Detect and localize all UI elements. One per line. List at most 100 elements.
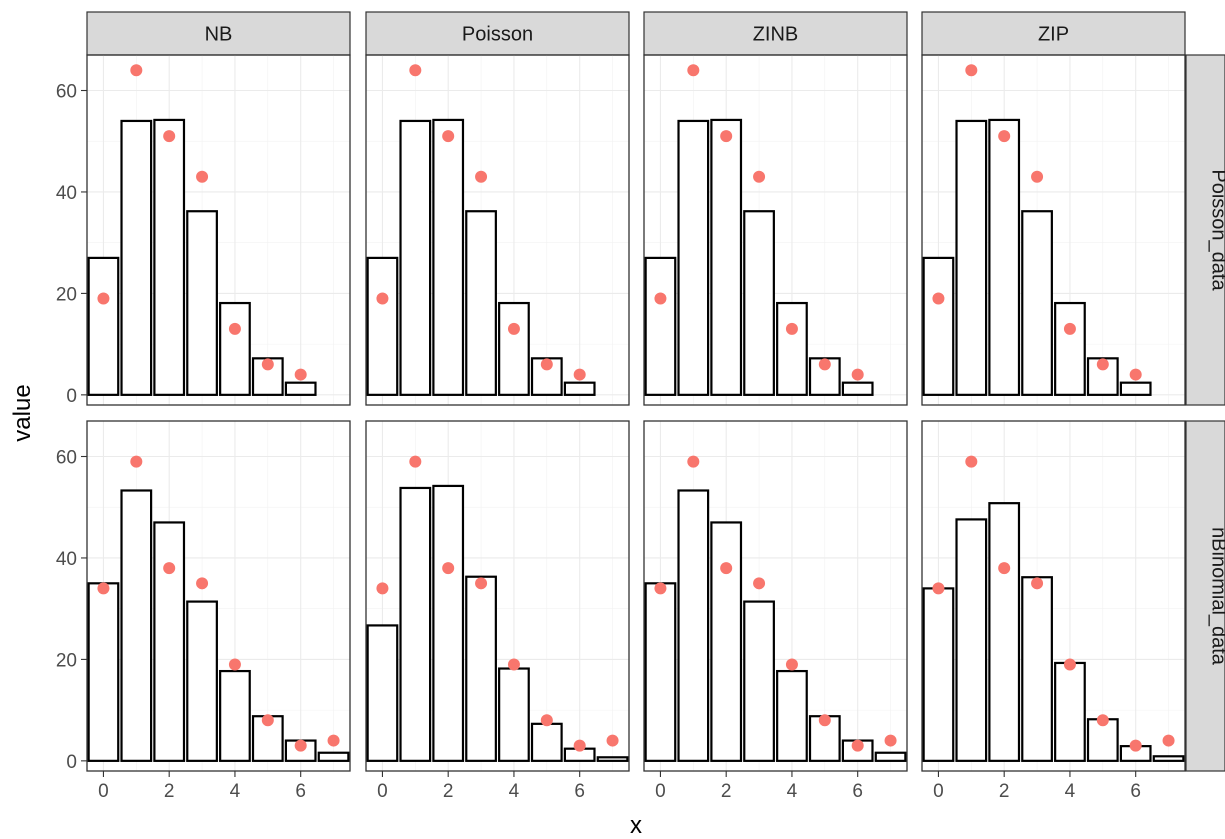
strip-background (643, 11, 908, 56)
data-point (228, 322, 241, 335)
bar (644, 582, 677, 762)
data-point (1129, 368, 1142, 381)
data-point (1129, 739, 1142, 752)
bar (465, 210, 497, 396)
bar (317, 751, 350, 762)
bar (186, 600, 218, 762)
column-facet-label: ZIP (1038, 24, 1069, 46)
data-point (1063, 322, 1076, 335)
data-point (1096, 358, 1109, 371)
bar (710, 521, 743, 762)
data-point (1031, 170, 1044, 183)
panel-border (921, 54, 1186, 406)
panel-border (365, 420, 630, 772)
data-point (720, 130, 733, 143)
bar (251, 357, 284, 396)
bar (87, 582, 120, 762)
data-point (654, 582, 667, 595)
data-point (294, 368, 307, 381)
strip-background (365, 11, 630, 56)
facet-panel (643, 420, 908, 772)
bar (596, 756, 629, 762)
data-point (196, 170, 209, 183)
facet-panel (86, 420, 351, 772)
bar (498, 667, 530, 762)
data-point (884, 734, 897, 747)
data-point (1096, 714, 1109, 727)
data-point (965, 455, 978, 468)
panel-border (86, 54, 351, 406)
data-point (965, 64, 978, 77)
bar (1152, 755, 1185, 762)
bar (563, 381, 596, 396)
bar (153, 118, 186, 396)
bar (677, 119, 710, 396)
y-tick-label: 40 (56, 183, 77, 204)
data-point (818, 358, 831, 371)
data-point (1063, 658, 1076, 671)
data-point (540, 358, 553, 371)
column-facet-label: ZINB (753, 24, 799, 46)
bar (530, 722, 563, 762)
data-point (932, 582, 945, 595)
data-point (97, 292, 110, 305)
data-point (409, 455, 422, 468)
data-point (540, 714, 553, 727)
data-point (475, 577, 488, 590)
bar (219, 669, 251, 762)
bar (710, 118, 743, 396)
data-point (294, 739, 307, 752)
facet-panel (365, 54, 630, 406)
x-tick-label: 6 (574, 781, 585, 802)
row-facet-label: nBinomial_data (1208, 527, 1225, 666)
x-tick-label: 4 (509, 781, 520, 802)
bar (922, 587, 955, 762)
bar (1021, 210, 1053, 396)
data-point (573, 739, 586, 752)
data-point (409, 64, 422, 77)
y-tick-label: 0 (66, 752, 77, 773)
data-point (851, 739, 864, 752)
x-tick-label: 0 (655, 781, 666, 802)
data-point (442, 130, 455, 143)
bar (530, 357, 563, 396)
y-tick-label: 60 (56, 448, 77, 469)
bar (153, 521, 186, 762)
x-tick-label: 0 (377, 781, 388, 802)
bar (988, 118, 1021, 396)
row-facet-strip: Poisson_data (1185, 54, 1225, 406)
data-point (376, 582, 389, 595)
data-point (1031, 577, 1044, 590)
bar (677, 489, 710, 762)
bar (922, 256, 955, 396)
data-point (228, 658, 241, 671)
panel-border (921, 420, 1186, 772)
x-tick-label: 6 (295, 781, 306, 802)
row-facet-strip: nBinomial_data (1185, 420, 1225, 772)
facet-panel (921, 420, 1186, 772)
bar (1119, 381, 1152, 396)
bar (841, 381, 874, 396)
bar (120, 119, 153, 396)
bar (955, 518, 988, 762)
bar (743, 210, 775, 396)
column-facet-label: NB (205, 24, 233, 46)
facet-panel (86, 54, 351, 406)
data-point (163, 130, 176, 143)
panel-border (643, 54, 908, 406)
data-point (130, 64, 143, 77)
strip-background (1185, 420, 1225, 772)
bar (186, 210, 218, 396)
data-point (932, 292, 945, 305)
panel-border (643, 420, 908, 772)
data-point (442, 562, 455, 575)
data-point (687, 455, 700, 468)
column-facet-strip: ZIP (921, 11, 1186, 56)
data-point (507, 658, 520, 671)
x-tick-label: 0 (933, 781, 944, 802)
bar (432, 484, 465, 762)
bar (120, 489, 153, 762)
x-tick-label: 2 (721, 781, 732, 802)
bar (399, 119, 432, 396)
